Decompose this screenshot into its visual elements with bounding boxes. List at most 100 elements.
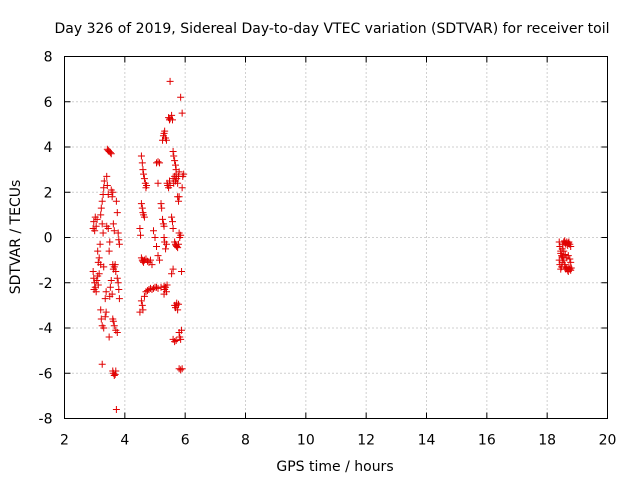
data-point (140, 256, 148, 264)
data-point (109, 188, 117, 196)
gridlines (64, 56, 608, 419)
data-point (103, 172, 111, 180)
data-point (162, 136, 170, 144)
data-point (139, 166, 147, 174)
x-tick-label: 20 (599, 433, 617, 449)
data-point (99, 229, 107, 237)
data-point (112, 197, 120, 205)
y-tick-label: -4 (39, 321, 53, 337)
y-tick-label: -6 (39, 366, 53, 382)
data-point (114, 279, 122, 287)
data-point (108, 290, 116, 298)
data-point (174, 306, 182, 314)
data-point (96, 240, 104, 248)
data-point (566, 255, 574, 263)
y-tick-label: 2 (44, 185, 53, 201)
data-point (105, 247, 113, 255)
data-point (175, 193, 183, 201)
data-point (149, 227, 157, 235)
data-point (166, 181, 174, 189)
data-point (151, 234, 159, 241)
data-point (163, 281, 171, 289)
data-point (104, 224, 112, 232)
chart-title: Day 326 of 2019, Sidereal Day-to-day VTE… (54, 21, 609, 37)
data-point (161, 127, 169, 135)
data-point (169, 148, 177, 156)
data-point (100, 177, 108, 185)
data-point (564, 252, 572, 260)
data-point (137, 152, 145, 160)
data-point (173, 299, 181, 307)
data-point (154, 158, 162, 166)
data-point (143, 257, 151, 265)
data-point (162, 240, 170, 248)
data-point (156, 159, 164, 167)
data-point (112, 405, 120, 413)
data-point (105, 333, 113, 341)
data-point (169, 265, 177, 273)
data-point (136, 308, 144, 316)
data-point (170, 152, 178, 160)
data-point (94, 247, 102, 255)
data-point (113, 329, 121, 337)
data-point (95, 254, 103, 262)
data-point (90, 286, 98, 294)
data-point (175, 197, 183, 205)
x-tick-label: 2 (60, 433, 69, 449)
data-point (136, 224, 144, 232)
data-point (157, 200, 165, 208)
y-tick-label: 4 (44, 140, 53, 156)
data-point (174, 179, 182, 187)
data-point (567, 243, 575, 251)
data-point (165, 177, 173, 185)
data-point (171, 338, 179, 346)
y-axis-label: SDTVAR / TECUs (8, 180, 24, 295)
data-point (143, 181, 151, 189)
data-point (112, 267, 120, 275)
data-point (177, 366, 185, 374)
x-tick-label: 6 (181, 433, 190, 449)
data-point (174, 244, 182, 252)
data-point (154, 179, 162, 187)
data-point (162, 245, 170, 253)
data-point (107, 150, 115, 158)
data-point (115, 240, 123, 248)
data-point (178, 267, 186, 275)
y-tick-label: 8 (44, 50, 53, 66)
data-point (175, 300, 183, 308)
data-point (137, 231, 145, 239)
data-point (566, 265, 574, 273)
data-point (92, 222, 100, 230)
data-point (146, 256, 154, 264)
data-point (111, 261, 119, 269)
data-point (172, 166, 180, 174)
x-tick-labels: 2 4 6 8 10 12 14 16 18 20 (60, 433, 616, 449)
data-point (172, 336, 180, 344)
data-point (106, 283, 114, 291)
plot-frame (64, 56, 608, 419)
data-point (100, 263, 108, 271)
data-point (148, 261, 156, 269)
data-point (93, 276, 101, 284)
data-point (178, 365, 186, 373)
data-point (159, 215, 167, 223)
x-axis-label: GPS time / hours (276, 459, 393, 475)
data-point (115, 286, 123, 294)
data-point (177, 93, 185, 101)
data-point (140, 292, 148, 300)
data-point (153, 243, 161, 251)
data-point (106, 238, 114, 246)
data-point (104, 191, 112, 199)
data-point (97, 306, 105, 314)
data-point (109, 220, 117, 228)
data-point (154, 284, 162, 292)
data-point (108, 193, 116, 201)
data-point (102, 308, 110, 316)
y-tick-label: -2 (39, 276, 53, 292)
data-point (138, 159, 146, 167)
data-point (175, 240, 183, 248)
data-point (561, 250, 569, 258)
data-point (103, 181, 111, 189)
